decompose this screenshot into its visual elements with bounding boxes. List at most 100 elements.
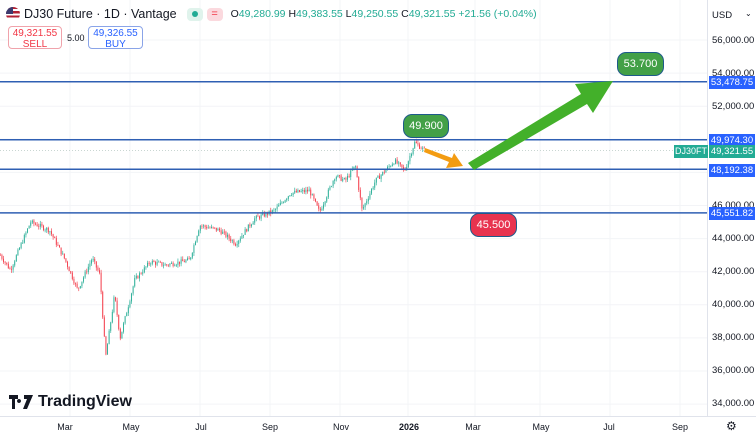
candle-body <box>131 293 133 302</box>
candle-body <box>403 167 405 169</box>
candle-body <box>321 208 323 211</box>
candle-body <box>33 220 35 224</box>
candle-body <box>87 266 89 273</box>
candle-body <box>396 159 398 164</box>
candle-body <box>28 225 30 229</box>
candle-body <box>167 264 169 266</box>
candle-body <box>52 234 54 238</box>
candle-body <box>196 235 198 242</box>
candle-body <box>335 176 337 180</box>
candle-body <box>105 336 107 355</box>
candle-body <box>11 269 13 270</box>
candle-body <box>81 281 83 287</box>
candle-body <box>215 227 217 231</box>
candle-body <box>92 259 94 261</box>
candle-body <box>302 190 304 192</box>
candle-body <box>180 259 182 264</box>
candle-body <box>307 189 309 192</box>
level-tag: 48,192.38 <box>709 164 755 177</box>
candle-body <box>43 225 45 231</box>
candle-body <box>182 259 184 262</box>
settings-gear-icon[interactable]: ⚙ <box>726 419 737 433</box>
currency-selector[interactable]: USD <box>712 10 733 21</box>
candle-body <box>187 258 189 261</box>
candle-body <box>223 231 225 233</box>
candle-body <box>364 203 366 208</box>
target-high-label[interactable]: 53.700 <box>617 52 664 76</box>
candle-body <box>79 286 81 289</box>
candle-body <box>172 262 174 266</box>
price-axis[interactable] <box>707 0 756 416</box>
candle-body <box>281 202 283 204</box>
candle-body <box>423 147 425 149</box>
candle-body <box>372 187 374 189</box>
candle-body <box>63 253 65 259</box>
candle-body <box>174 265 176 267</box>
chevron-down-icon[interactable]: ⌄ <box>745 9 752 18</box>
candle-body <box>411 153 413 156</box>
y-tick: 38,000.00 <box>712 332 755 343</box>
x-tick: Jul <box>195 422 207 432</box>
candle-body <box>217 228 219 231</box>
candle-body <box>337 175 339 177</box>
candle-body <box>257 215 259 217</box>
buy-label: BUY <box>105 39 126 50</box>
y-tick: 42,000.00 <box>712 266 755 277</box>
candle-body <box>219 228 221 231</box>
candle-body <box>278 205 280 207</box>
candle-body <box>38 226 40 227</box>
candle-body <box>347 176 349 180</box>
equals-icon[interactable]: = <box>206 7 223 21</box>
candle-body <box>255 215 257 219</box>
candle-body <box>247 224 249 232</box>
candle-body <box>326 197 328 202</box>
candle-body <box>0 255 1 256</box>
candle-body <box>251 224 253 227</box>
candle-body <box>59 245 61 248</box>
candle-body <box>332 181 334 187</box>
candle-body <box>273 209 275 211</box>
candle-body <box>329 186 331 190</box>
candle-body <box>231 240 233 242</box>
buy-button[interactable]: 49,326.55 BUY <box>88 26 143 50</box>
candle-body <box>308 189 310 192</box>
candle-body <box>417 143 419 145</box>
candle-body <box>129 301 131 308</box>
candle-body <box>241 235 243 239</box>
candle-body <box>36 224 38 227</box>
candle-body <box>124 316 126 324</box>
target-mid-label[interactable]: 49.900 <box>403 114 449 138</box>
candle-body <box>147 262 149 267</box>
target-low-label[interactable]: 45.500 <box>470 213 517 237</box>
candle-body <box>30 222 32 226</box>
candle-body <box>284 200 286 203</box>
candle-body <box>358 177 360 190</box>
candle-body <box>89 263 91 267</box>
candle-body <box>276 206 278 210</box>
candle-body <box>342 179 344 181</box>
level-tag: 49,974.30 <box>709 134 755 147</box>
spread-value: 5.00 <box>67 33 85 43</box>
sell-button[interactable]: 49,321.55 SELL <box>8 26 62 50</box>
candle-body <box>323 204 325 209</box>
candle-body <box>166 264 168 266</box>
current-price-tag: 49,321.55 <box>709 145 755 158</box>
candle-body <box>259 216 261 219</box>
candle-body <box>108 330 110 345</box>
candle-body <box>143 267 145 273</box>
market-status-icon[interactable] <box>186 7 203 21</box>
candle-body <box>86 271 88 273</box>
candle-body <box>169 263 171 266</box>
candle-body <box>422 147 424 149</box>
candle-body <box>303 190 305 192</box>
candle-body <box>164 264 166 266</box>
symbol-title[interactable]: DJ30 Future · 1D · Vantage <box>24 7 177 21</box>
candle-body <box>113 297 115 312</box>
candle-body <box>75 283 77 285</box>
tradingview-logo[interactable]: TradingView <box>9 393 132 411</box>
candle-body <box>142 272 144 274</box>
candle-body <box>374 182 376 188</box>
candle-body <box>375 177 377 183</box>
